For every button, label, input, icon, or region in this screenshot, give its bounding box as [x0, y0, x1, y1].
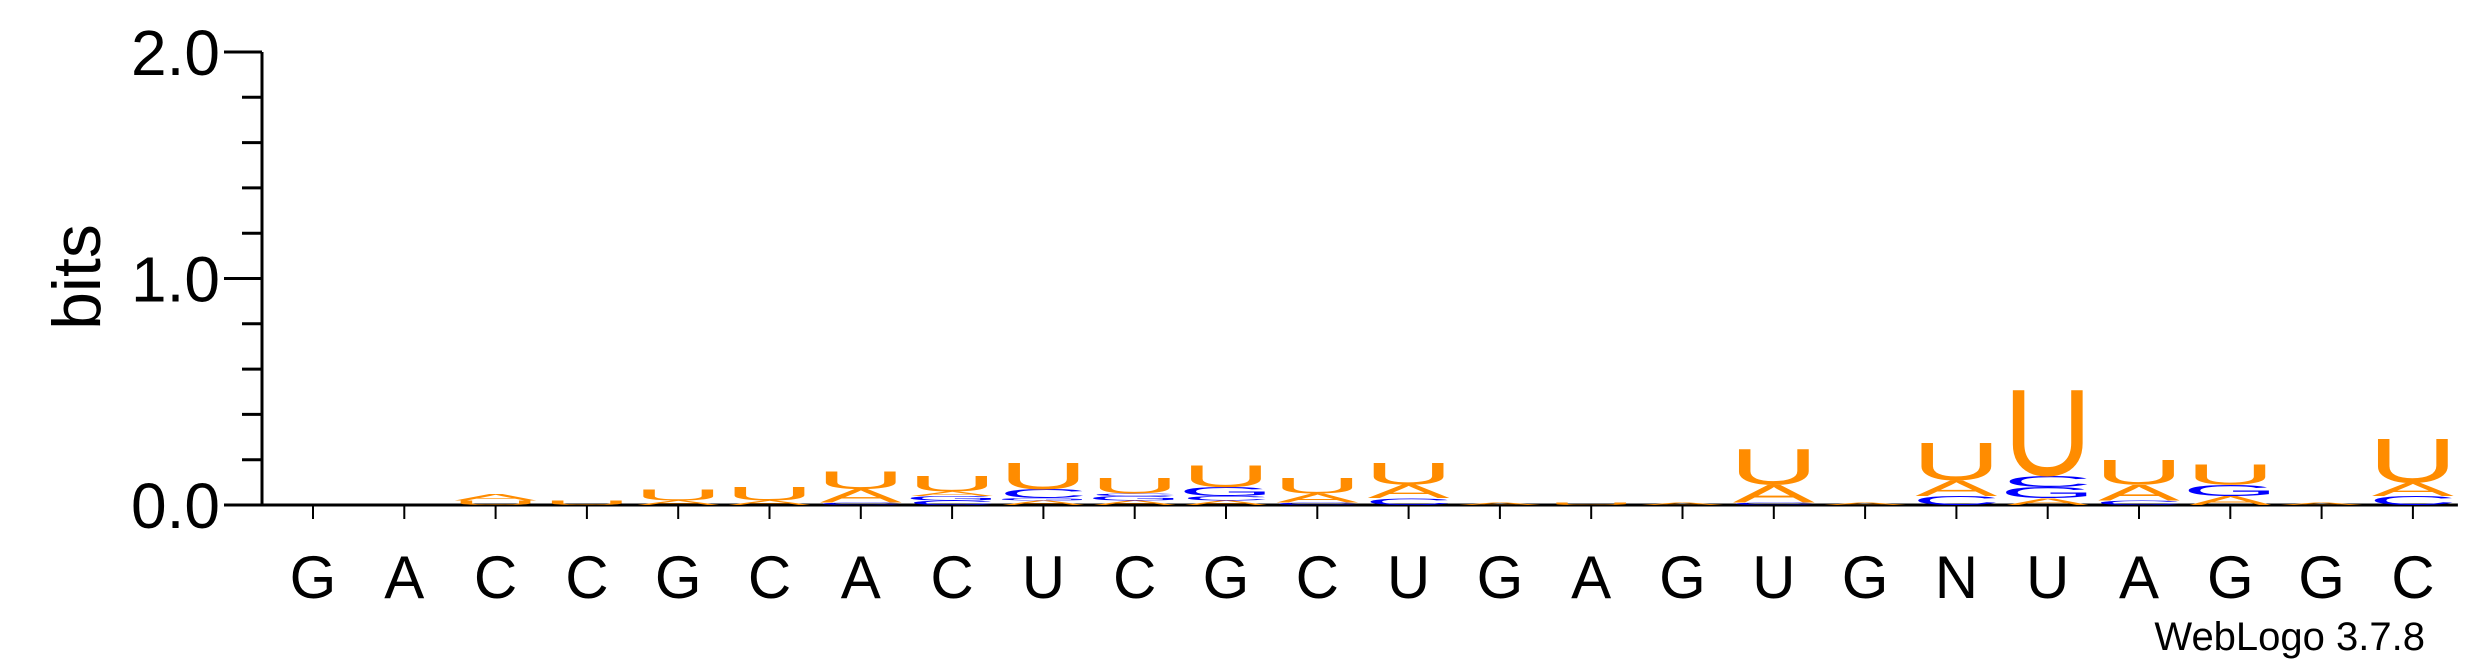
- x-tick-label: A: [841, 544, 881, 611]
- logo-letter-U: U: [634, 486, 723, 504]
- y-tick-label: 0.0: [131, 470, 220, 542]
- y-axis-title: bits: [39, 224, 115, 330]
- logo-letter-A: A: [2281, 502, 2363, 506]
- x-tick-label: C: [474, 544, 517, 611]
- logo-letter-A: A: [2372, 479, 2454, 500]
- logo-letter-A: A: [2189, 494, 2272, 508]
- logo-letter-A: A: [1002, 499, 1084, 506]
- x-tick-label: U: [1387, 544, 1430, 611]
- logo-letter-A: A: [1368, 481, 1450, 502]
- axis-layer: 0.0 1.0 2.0: [131, 17, 2458, 542]
- logo-letter-A: A: [637, 499, 719, 506]
- x-tick-label: G: [290, 544, 337, 611]
- weblogo-credit: WebLogo 3.7.8: [2154, 615, 2425, 659]
- logo-letter-U: U: [543, 499, 632, 506]
- logo-letter-U: U: [451, 499, 540, 506]
- logo-letter-U: U: [999, 455, 1088, 497]
- logo-letter-U: U: [1182, 459, 1271, 494]
- x-tick-label: C: [2391, 544, 2434, 611]
- x-tick-label: C: [748, 544, 791, 611]
- x-tick-label: N: [1935, 544, 1978, 611]
- x-tick-label: A: [2119, 544, 2159, 611]
- logo-letter-A: A: [1824, 502, 1906, 506]
- logo-letter-A: A: [1642, 502, 1724, 506]
- x-tick-label: C: [1113, 544, 1156, 611]
- logo-letter-A: A: [2098, 480, 2180, 505]
- logo-letter-G: G: [2000, 484, 2096, 502]
- logo-letter-U: U: [1729, 439, 1818, 496]
- logo-letter-U: U: [1273, 474, 1362, 499]
- logo-letter-A: A: [1915, 476, 1997, 501]
- x-tick-label: C: [565, 544, 608, 611]
- logo-letter-U: U: [1912, 432, 2001, 492]
- x-tick-label: C: [930, 544, 973, 611]
- logo-letter-U: U: [2003, 365, 2092, 502]
- logo-letter-A: A: [820, 485, 902, 506]
- logo-letter-C: C: [2369, 494, 2458, 508]
- logo-letter-C: C: [1090, 493, 1179, 497]
- logo-letter-C: C: [1273, 502, 1362, 506]
- logo-letter-G: G: [1087, 495, 1183, 502]
- logo-letter-G: G: [904, 495, 1000, 502]
- x-tick-label: G: [2207, 544, 2254, 611]
- x-tick-label: G: [1477, 544, 1524, 611]
- logo-letter-U: U: [1547, 502, 1636, 506]
- x-tick-label: A: [384, 544, 424, 611]
- logo-letter-A: A: [729, 499, 811, 506]
- logo-letter-U: U: [816, 466, 905, 494]
- logo-letter-C: C: [908, 499, 997, 506]
- x-tick-label: A: [1571, 544, 1611, 611]
- x-tick-label: U: [1752, 544, 1795, 611]
- logo-letter-C: C: [1729, 502, 1818, 506]
- logo-letter-C: C: [1912, 494, 2001, 508]
- logo-letter-C: C: [816, 502, 905, 506]
- logo-letter-U: U: [725, 483, 814, 504]
- logo-letter-C: C: [1364, 497, 1453, 508]
- logo-letter-G: G: [1178, 484, 1274, 498]
- logo-letter-A: A: [1276, 491, 1359, 505]
- logo-letter-C: C: [999, 487, 1088, 501]
- logo-letter-C: C: [1182, 495, 1271, 502]
- x-tick-label: G: [655, 544, 702, 611]
- logo-letter-A: A: [455, 492, 537, 503]
- logo-letter-C: C: [2095, 499, 2184, 506]
- logo-letter-U: U: [2186, 459, 2275, 491]
- x-tick-label: C: [1296, 544, 1339, 611]
- logo-letter-A: A: [1094, 499, 1176, 506]
- logo-letter-U: U: [2095, 453, 2184, 492]
- logo-letter-A: A: [1459, 502, 1541, 506]
- x-tick-label: G: [1659, 544, 1706, 611]
- logo-letter-U: U: [1090, 474, 1179, 499]
- logo-letter-G: G: [2183, 482, 2279, 500]
- x-tick-label: G: [1842, 544, 1889, 611]
- logo-letter-G: G: [996, 498, 1092, 502]
- logo-letter-U: U: [1364, 456, 1453, 491]
- logo-letter-A: A: [911, 490, 993, 497]
- x-tick-label: G: [1203, 544, 1250, 611]
- x-tick-label: U: [1022, 544, 1065, 611]
- x-tick-label: G: [2298, 544, 2345, 611]
- logo-letter-A: A: [1733, 480, 1815, 508]
- y-tick-label: 2.0: [131, 17, 220, 89]
- y-tick-label: 1.0: [131, 244, 220, 316]
- logo-letter-A: A: [2007, 497, 2089, 508]
- logo-letter-U: U: [2369, 425, 2458, 496]
- logo-letter-A: A: [1185, 499, 1267, 506]
- logo-letter-C: C: [2003, 473, 2092, 491]
- x-tick-label: U: [2026, 544, 2069, 611]
- logo-letter-U: U: [908, 471, 997, 496]
